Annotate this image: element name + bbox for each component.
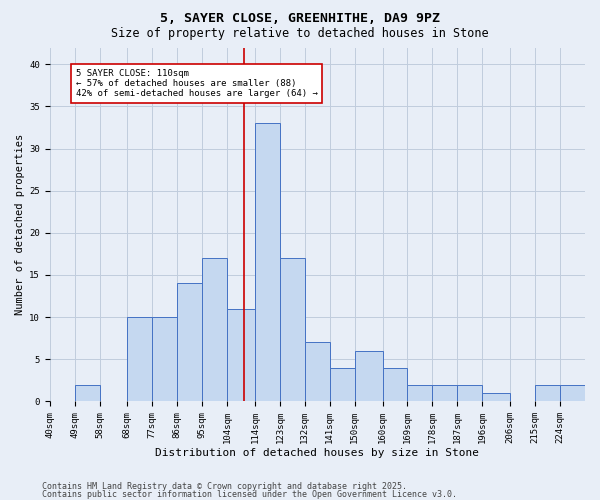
Text: 5, SAYER CLOSE, GREENHITHE, DA9 9PZ: 5, SAYER CLOSE, GREENHITHE, DA9 9PZ bbox=[160, 12, 440, 26]
Bar bbox=[177, 284, 202, 402]
Bar bbox=[152, 317, 177, 402]
Text: 5 SAYER CLOSE: 110sqm
← 57% of detached houses are smaller (88)
42% of semi-deta: 5 SAYER CLOSE: 110sqm ← 57% of detached … bbox=[76, 68, 318, 98]
Bar bbox=[202, 258, 227, 402]
Bar bbox=[407, 384, 433, 402]
Bar bbox=[560, 384, 585, 402]
Bar bbox=[330, 368, 355, 402]
Bar bbox=[227, 308, 255, 402]
Bar bbox=[255, 124, 280, 402]
Bar bbox=[482, 393, 510, 402]
Bar bbox=[280, 258, 305, 402]
X-axis label: Distribution of detached houses by size in Stone: Distribution of detached houses by size … bbox=[155, 448, 479, 458]
Bar bbox=[355, 351, 383, 402]
Bar bbox=[433, 384, 457, 402]
Y-axis label: Number of detached properties: Number of detached properties bbox=[15, 134, 25, 315]
Bar bbox=[74, 384, 100, 402]
Text: Contains HM Land Registry data © Crown copyright and database right 2025.: Contains HM Land Registry data © Crown c… bbox=[42, 482, 407, 491]
Text: Contains public sector information licensed under the Open Government Licence v3: Contains public sector information licen… bbox=[42, 490, 457, 499]
Bar bbox=[535, 384, 560, 402]
Text: Size of property relative to detached houses in Stone: Size of property relative to detached ho… bbox=[111, 28, 489, 40]
Bar bbox=[383, 368, 407, 402]
Bar bbox=[457, 384, 482, 402]
Bar bbox=[305, 342, 330, 402]
Bar bbox=[127, 317, 152, 402]
